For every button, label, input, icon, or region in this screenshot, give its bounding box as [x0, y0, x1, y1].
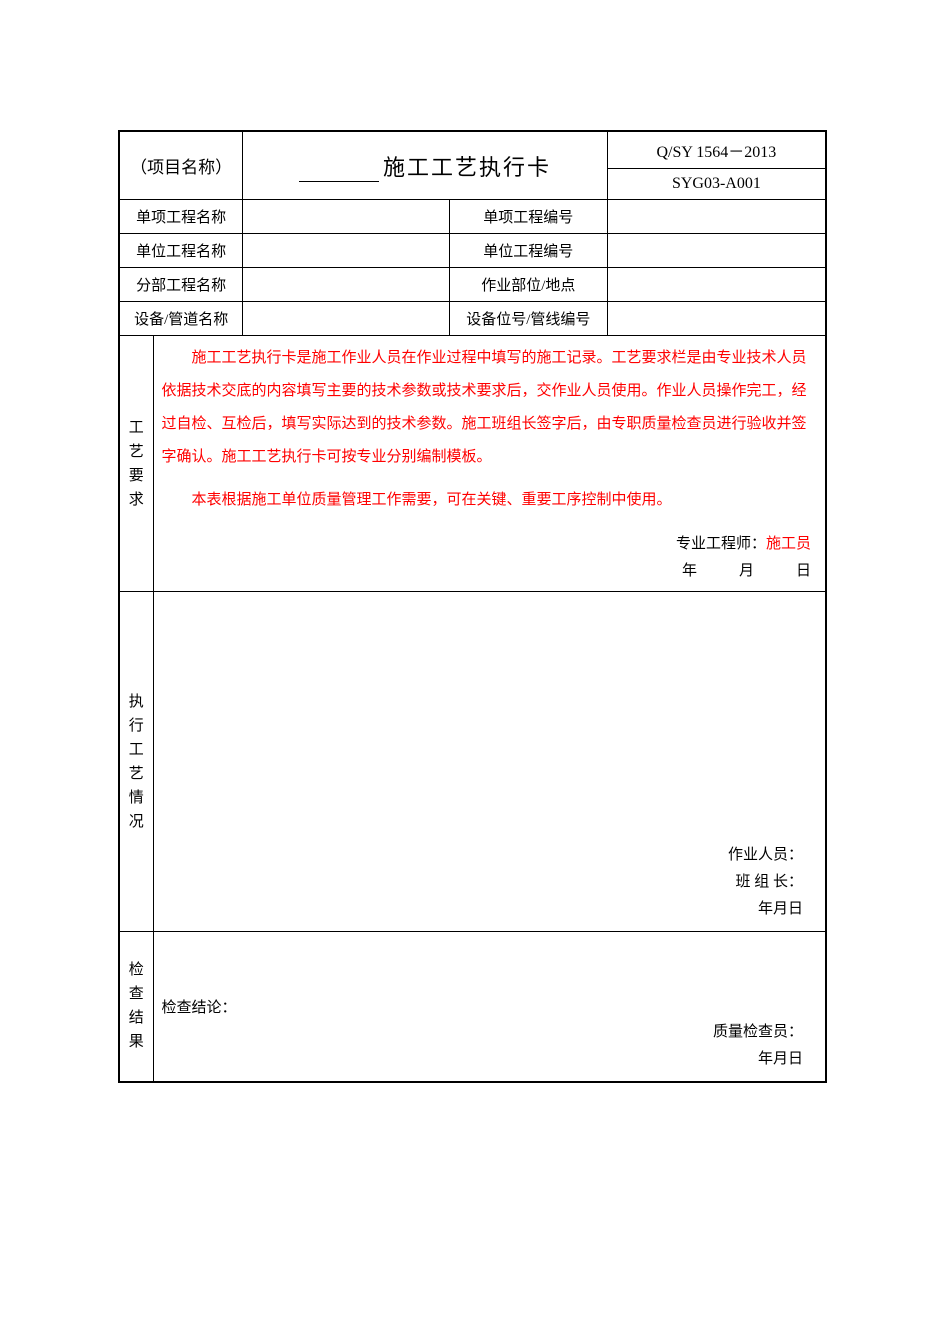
project-name-label: （项目名称） — [130, 158, 232, 177]
section2-vlabel: 执行工艺情况 — [128, 690, 145, 834]
info-label: 设备位号/管线编号 — [449, 302, 607, 336]
info-value[interactable] — [607, 268, 826, 302]
section1-vlabel: 工艺要求 — [128, 416, 145, 512]
info-label: 单位工程编号 — [449, 234, 607, 268]
info-value[interactable] — [243, 234, 449, 268]
section2-vlabel-cell: 执行工艺情况 — [119, 592, 153, 932]
info-row: 单项工程名称 单项工程编号 — [119, 200, 826, 234]
section-craft-requirement: 工艺要求 施工工艺执行卡是施工作业人员在作业过程中填写的施工记录。工艺要求栏是由… — [119, 336, 826, 592]
section2-date-line: 年月日 — [728, 896, 803, 923]
info-row: 设备/管道名称 设备位号/管线编号 — [119, 302, 826, 336]
info-value[interactable] — [243, 268, 449, 302]
section3-signature-block: 质量检查员： 年月日 — [713, 1019, 803, 1073]
form-table: （项目名称） 施工工艺执行卡 Q/SY 1564－2013 SYG03-A001… — [118, 130, 827, 1083]
info-value[interactable] — [607, 302, 826, 336]
check-conclusion-label: 检查结论： — [162, 996, 818, 1017]
section3-vlabel: 检查结果 — [128, 958, 145, 1054]
header-row: （项目名称） 施工工艺执行卡 Q/SY 1564－2013 — [119, 131, 826, 169]
info-label: 单项工程名称 — [119, 200, 243, 234]
year-label: 年 — [682, 563, 697, 579]
section2-sig-label2: 班 组 长： — [735, 874, 803, 890]
info-row: 单位工程名称 单位工程编号 — [119, 234, 826, 268]
section1-signature-block: 专业工程师：施工员 年 月 日 — [162, 531, 818, 585]
year-label: 年 — [758, 901, 773, 917]
code-bottom: SYG03-A001 — [672, 175, 761, 192]
section1-para2: 本表根据施工单位质量管理工作需要，可在关键、重要工序控制中使用。 — [162, 484, 818, 517]
year-label: 年 — [758, 1051, 773, 1067]
section1-sig-label: 专业工程师： — [676, 536, 766, 552]
section3-sig-label: 质量检查员： — [713, 1024, 803, 1040]
info-value[interactable] — [243, 200, 449, 234]
project-name-cell: （项目名称） — [119, 131, 243, 200]
month-label: 月 — [773, 1051, 788, 1067]
info-label: 单位工程名称 — [119, 234, 243, 268]
section1-body: 施工工艺执行卡是施工作业人员在作业过程中填写的施工记录。工艺要求栏是由专业技术人… — [153, 336, 826, 592]
code-bottom-cell: SYG03-A001 — [607, 169, 826, 200]
month-label: 月 — [739, 563, 754, 579]
code-top-cell: Q/SY 1564－2013 — [607, 131, 826, 169]
section2-sig-label1: 作业人员： — [728, 847, 803, 863]
form-title: 施工工艺执行卡 — [383, 155, 551, 180]
title-blank-underline[interactable] — [299, 157, 379, 181]
day-label: 日 — [788, 1051, 803, 1067]
section1-para1: 施工工艺执行卡是施工作业人员在作业过程中填写的施工记录。工艺要求栏是由专业技术人… — [162, 342, 818, 474]
day-label: 日 — [796, 563, 811, 579]
info-label: 单项工程编号 — [449, 200, 607, 234]
info-label: 作业部位/地点 — [449, 268, 607, 302]
section3-date-line: 年月日 — [713, 1046, 803, 1073]
info-value[interactable] — [607, 234, 826, 268]
section2-signature-block: 作业人员： 班 组 长： 年月日 — [728, 842, 803, 923]
info-value[interactable] — [607, 200, 826, 234]
section1-vlabel-cell: 工艺要求 — [119, 336, 153, 592]
section1-sig-value: 施工员 — [766, 536, 811, 552]
month-label: 月 — [773, 901, 788, 917]
section-check-result: 检查结果 检查结论： 质量检查员： 年月日 — [119, 932, 826, 1082]
code-top: Q/SY 1564－2013 — [656, 144, 776, 161]
info-row: 分部工程名称 作业部位/地点 — [119, 268, 826, 302]
form-title-cell: 施工工艺执行卡 — [243, 131, 607, 200]
section3-vlabel-cell: 检查结果 — [119, 932, 153, 1082]
section1-date-line: 年月日 — [162, 558, 812, 585]
section3-body[interactable]: 检查结论： 质量检查员： 年月日 — [153, 932, 826, 1082]
info-label: 分部工程名称 — [119, 268, 243, 302]
info-value[interactable] — [243, 302, 449, 336]
section2-body[interactable]: 作业人员： 班 组 长： 年月日 — [153, 592, 826, 932]
section-execution: 执行工艺情况 作业人员： 班 组 长： 年月日 — [119, 592, 826, 932]
info-label: 设备/管道名称 — [119, 302, 243, 336]
day-label: 日 — [788, 901, 803, 917]
